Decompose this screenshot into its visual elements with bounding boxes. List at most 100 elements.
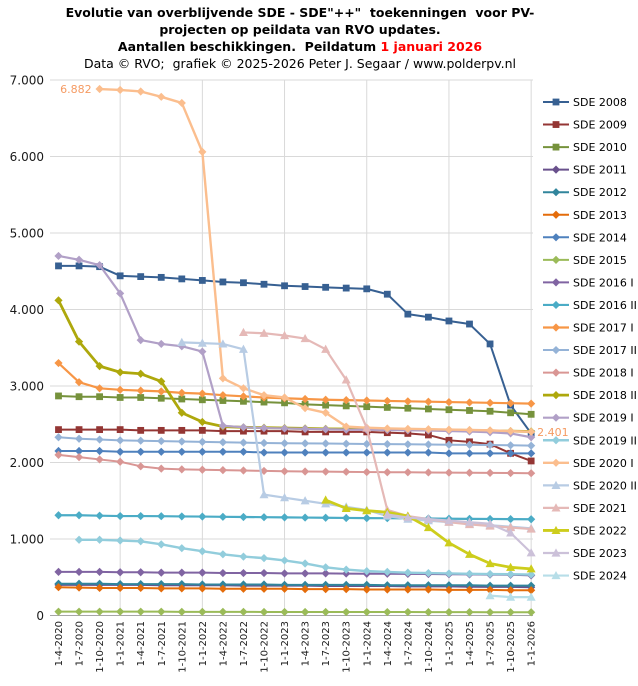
y-axis-label-6000: 6.000 — [10, 150, 44, 164]
data-point-marker — [259, 554, 269, 563]
data-point-marker — [362, 467, 371, 477]
data-point-marker — [177, 544, 186, 553]
data-point-marker — [54, 567, 63, 576]
data-point-marker — [116, 457, 125, 466]
data-point-marker — [218, 421, 227, 430]
data-point-marker — [54, 607, 63, 616]
data-point-marker — [526, 524, 536, 533]
x-axis-label-1-7-2022: 1-7-2022 — [239, 621, 250, 666]
data-point-marker — [425, 313, 432, 321]
data-point-marker — [95, 455, 104, 464]
series-line — [180, 341, 533, 530]
data-point-marker — [425, 405, 432, 413]
data-point-marker — [404, 310, 412, 318]
data-point-marker — [527, 410, 535, 418]
data-point-marker — [198, 465, 207, 474]
data-point-marker — [403, 607, 412, 617]
chart-title-line-1: Evolutie van overblijvende SDE - SDE"++"… — [65, 5, 535, 20]
data-point-marker — [218, 447, 227, 456]
x-axis-label-1-4-2022: 1-4-2022 — [218, 621, 229, 666]
data-point-marker — [116, 289, 125, 298]
x-axis-label-1-4-2023: 1-4-2023 — [301, 621, 312, 666]
series-line — [57, 428, 533, 462]
chart-subtitle: Data © RVO; grafiek © 2025-2026 Peter J.… — [83, 56, 517, 71]
data-point-marker — [95, 384, 104, 393]
data-point-marker — [198, 389, 207, 398]
data-point-marker — [95, 511, 104, 520]
legend-item-sde-2019-i: SDE 2019 I — [543, 412, 634, 425]
data-point-marker — [403, 440, 412, 449]
data-point-marker — [177, 568, 186, 577]
data-point-marker — [485, 440, 495, 450]
data-point-marker — [197, 338, 207, 347]
data-point-marker — [116, 583, 125, 593]
data-point-marker — [486, 340, 494, 348]
data-point-marker — [551, 458, 561, 467]
data-point-marker — [260, 398, 268, 406]
data-point-marker — [218, 374, 227, 383]
data-point-marker — [506, 427, 515, 436]
data-point-marker — [423, 522, 433, 532]
data-point-marker — [342, 396, 351, 405]
data-point-marker — [74, 378, 84, 387]
data-point-marker — [403, 585, 412, 594]
data-point-marker — [239, 447, 248, 456]
data-point-marker — [363, 285, 371, 293]
data-point-marker — [301, 580, 310, 589]
data-point-marker — [485, 398, 495, 407]
data-point-marker — [259, 607, 269, 617]
data-point-marker — [362, 423, 372, 432]
data-point-marker — [240, 397, 247, 405]
legend-label: SDE 2018 II — [573, 389, 637, 402]
data-point-marker — [95, 535, 104, 544]
data-point-marker — [280, 584, 289, 593]
data-point-marker — [444, 569, 454, 578]
data-point-marker — [424, 585, 433, 594]
data-point-marker — [74, 511, 84, 520]
data-point-marker — [444, 538, 454, 547]
data-point-marker — [281, 282, 288, 290]
data-point-marker — [259, 513, 269, 522]
data-point-marker — [362, 448, 371, 457]
data-point-marker — [527, 586, 536, 595]
data-point-marker — [259, 438, 269, 448]
y-axis-label-1000: 1.000 — [10, 533, 44, 547]
data-point-marker — [466, 407, 473, 414]
data-point-marker — [342, 284, 350, 292]
data-point-marker — [74, 567, 84, 576]
chart-title-block: Evolutie van overblijvende SDE - SDE"++"… — [0, 4, 600, 72]
data-point-marker — [465, 425, 474, 435]
x-axis-label-1-7-2021: 1-7-2021 — [157, 621, 168, 666]
data-point-marker — [219, 397, 227, 404]
data-point-marker — [74, 583, 84, 592]
data-point-marker — [362, 607, 371, 617]
data-point-marker — [527, 581, 536, 590]
data-point-marker — [177, 607, 186, 616]
annotation-6.882: 6.882 — [60, 83, 92, 96]
data-point-marker — [178, 395, 186, 403]
chart-title-line-3: Aantallen beschikkingen. Peildatum 1 jan… — [0, 38, 600, 55]
data-point-marker — [342, 439, 351, 448]
legend-label: SDE 2013 — [573, 209, 627, 222]
data-point-marker — [280, 569, 289, 578]
data-point-marker — [55, 426, 62, 434]
data-point-marker — [198, 607, 207, 616]
data-point-marker — [301, 394, 310, 404]
data-point-marker — [445, 406, 453, 414]
data-point-marker — [136, 537, 145, 546]
y-axis-label-0: 0 — [36, 609, 44, 623]
y-axis-label-5000: 5.000 — [10, 227, 44, 241]
data-point-marker — [341, 503, 351, 512]
y-axis-label-4000: 4.000 — [10, 303, 44, 317]
data-point-marker — [527, 449, 536, 458]
data-point-marker — [321, 563, 330, 572]
data-point-marker — [280, 330, 290, 340]
data-point-marker — [551, 503, 561, 512]
data-point-marker — [177, 584, 186, 593]
data-point-marker — [485, 569, 495, 579]
data-point-marker — [136, 436, 145, 445]
x-axis-label-1-10-2025: 1-10-2025 — [506, 621, 517, 673]
data-point-marker — [424, 425, 433, 434]
data-point-marker — [218, 584, 227, 593]
